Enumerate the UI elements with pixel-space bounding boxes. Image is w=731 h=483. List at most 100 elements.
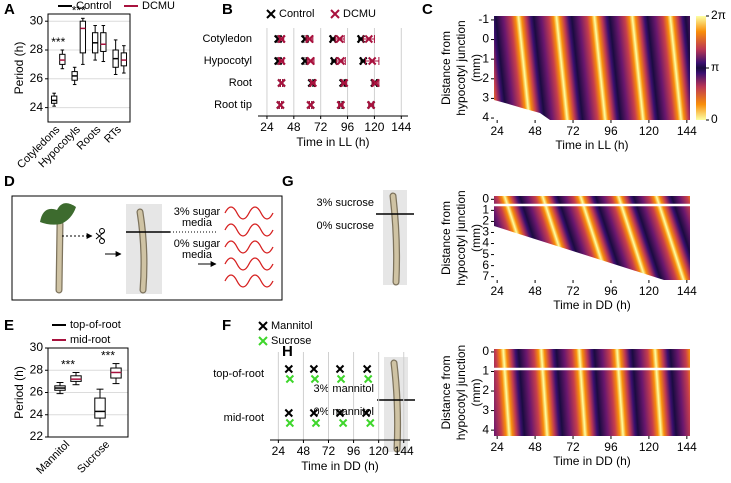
wave <box>224 223 274 237</box>
x-tick-label: 24 <box>490 284 504 298</box>
y-tick-label: 28 <box>30 362 44 376</box>
x-axis-label: Time in LL (h) <box>296 135 369 149</box>
row-label: Hypocotyl <box>204 55 252 67</box>
row-label: Cotyledon <box>202 33 252 45</box>
y-tick-label: 4 <box>482 236 489 250</box>
peak-marker <box>371 78 380 88</box>
media-label: media <box>182 217 213 229</box>
y-tick-label: 6 <box>482 258 489 272</box>
peak-marker <box>306 56 315 66</box>
x-axis-label: Time in DD (h) <box>301 459 379 473</box>
x-tick-label: 72 <box>566 124 580 138</box>
y-tick-label: 7 <box>482 269 489 283</box>
peak-marker <box>364 34 374 44</box>
x-tick-label: 120 <box>369 444 389 458</box>
x-tick-label: 144 <box>677 440 697 454</box>
x-axis-label: Time in DD (h) <box>553 298 631 312</box>
x-tick-label: 96 <box>604 124 618 138</box>
y-tick-label: 26 <box>30 71 44 85</box>
legend-label: DCMU <box>343 8 376 20</box>
media-label: media <box>182 249 213 261</box>
colorbar-tick-label: 2π <box>711 8 726 22</box>
peak-marker <box>309 364 319 374</box>
y-tick-label: 24 <box>30 407 44 421</box>
root <box>137 209 147 293</box>
box <box>100 32 107 52</box>
y-axis-label: Period (h) <box>12 366 26 419</box>
y-tick-label: 22 <box>30 429 44 443</box>
x-tick-label: 144 <box>391 120 411 134</box>
wave <box>224 274 274 288</box>
no-data <box>494 226 664 280</box>
significance: *** <box>51 35 65 49</box>
peak-marker <box>311 418 321 428</box>
y-axis-label: Distance from <box>439 355 453 429</box>
media-label: 3% sucrose <box>317 197 374 209</box>
legend-label: Control <box>279 8 314 20</box>
peak-marker <box>338 418 348 428</box>
box <box>94 397 106 419</box>
x-axis-label: Time in LL (h) <box>555 138 628 152</box>
row-label: Root <box>229 77 252 89</box>
x-tick-label: 48 <box>287 120 301 134</box>
x-tick-label: 48 <box>528 440 542 454</box>
y-tick-label: 2 <box>482 214 489 228</box>
peak-marker <box>367 56 377 66</box>
y-tick-label: 24 <box>30 100 44 114</box>
legend-label: Mannitol <box>271 320 313 332</box>
y-tick-label: 30 <box>30 340 44 354</box>
colorbar-tick-label: 0 <box>711 112 718 126</box>
peak-marker <box>336 56 346 66</box>
y-axis-label: (mm) <box>469 379 483 407</box>
panel-label: C <box>422 1 433 18</box>
y-axis-label: (mm) <box>469 54 483 82</box>
significance: *** <box>61 358 75 372</box>
x-tick-label: Mannitol <box>34 439 72 477</box>
peak-marker <box>309 408 319 418</box>
diagram-d: 3% sugar media 0% sugar media <box>11 195 283 301</box>
significance: *** <box>72 3 86 17</box>
y-axis-label: hypocotyl junction <box>454 190 468 285</box>
peak-marker <box>276 100 285 110</box>
peak-marker <box>284 408 294 418</box>
peak-marker <box>335 364 345 374</box>
row-label: Root tip <box>214 99 252 111</box>
wave <box>224 240 274 254</box>
panel-label: F <box>222 317 231 334</box>
peak-marker <box>335 408 345 418</box>
x-tick-label: RTs <box>102 123 124 145</box>
significance: *** <box>101 349 115 363</box>
y-tick-label: 0 <box>482 344 489 358</box>
x-tick-label: 96 <box>341 120 355 134</box>
legend-label: Control <box>76 0 111 12</box>
y-axis-label: Distance from <box>439 201 453 275</box>
panel-label: B <box>222 1 233 18</box>
y-tick-label: 3 <box>482 403 489 417</box>
heatmap <box>494 16 690 120</box>
y-axis-label: hypocotyl junction <box>454 345 468 440</box>
y-tick-label: 26 <box>30 385 44 399</box>
heatmap <box>494 349 690 436</box>
y-tick-label: 3 <box>482 91 489 105</box>
legend-swatch <box>258 321 268 331</box>
axes-frame <box>47 13 131 123</box>
x-tick-label: 96 <box>347 444 361 458</box>
peak-marker <box>339 78 349 88</box>
legend-label: DCMU <box>142 0 175 12</box>
no-data <box>494 100 550 120</box>
y-tick-label: 1 <box>482 364 489 378</box>
peak-marker <box>336 374 346 384</box>
panel-label: H <box>282 343 293 360</box>
legend-swatch <box>330 9 340 19</box>
media-label: 0% sugar <box>174 238 221 250</box>
peak-marker <box>277 78 286 88</box>
y-axis-label: hypocotyl junction <box>454 20 468 115</box>
axes-frame <box>47 347 129 438</box>
x-tick-label: 24 <box>260 120 274 134</box>
x-tick-label: 144 <box>394 444 414 458</box>
x-tick-label: 144 <box>677 284 697 298</box>
peak-marker <box>285 418 295 428</box>
peak-marker <box>306 100 315 110</box>
x-tick-label: 120 <box>639 440 659 454</box>
x-tick-label: 48 <box>297 444 311 458</box>
